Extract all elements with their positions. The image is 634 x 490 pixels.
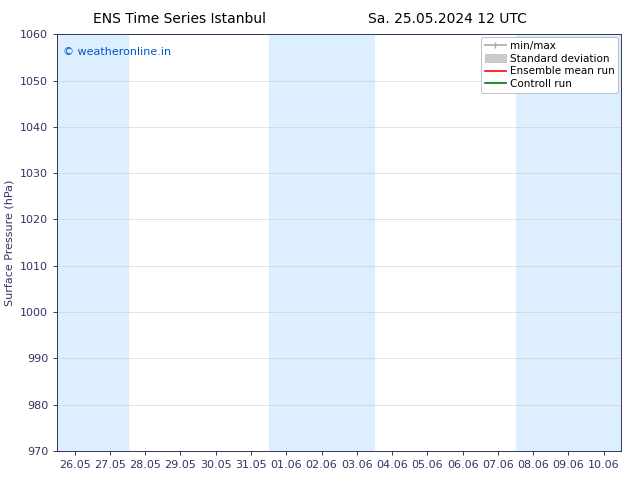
Bar	[515, 34, 621, 451]
Y-axis label: Surface Pressure (hPa): Surface Pressure (hPa)	[4, 179, 15, 306]
Text: Sa. 25.05.2024 12 UTC: Sa. 25.05.2024 12 UTC	[368, 12, 527, 26]
Bar	[57, 34, 127, 451]
Legend: min/max, Standard deviation, Ensemble mean run, Controll run: min/max, Standard deviation, Ensemble me…	[481, 37, 618, 93]
Bar	[269, 34, 375, 451]
Text: ENS Time Series Istanbul: ENS Time Series Istanbul	[93, 12, 266, 26]
Text: © weatheronline.in: © weatheronline.in	[63, 47, 171, 57]
